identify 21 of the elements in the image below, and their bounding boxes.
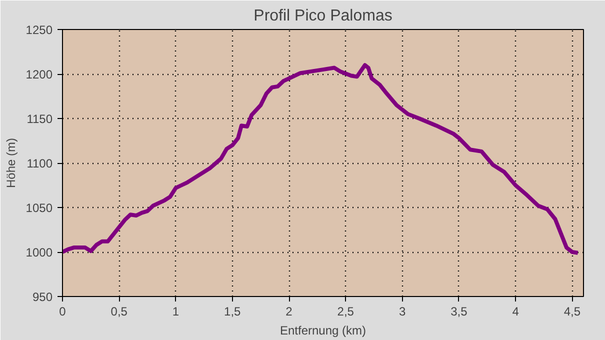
x-tick-label: 4,5 <box>564 304 581 318</box>
y-tick-label: 1100 <box>26 156 53 170</box>
y-tick-label: 1250 <box>26 23 53 37</box>
y-tick-label: 1150 <box>26 112 53 126</box>
x-tick-label: 2 <box>286 304 293 318</box>
x-tick-label: 2,5 <box>337 304 354 318</box>
y-tick-label: 1000 <box>26 246 53 260</box>
x-tick-label: 4 <box>512 304 520 318</box>
y-axis-title: Höhe (m) <box>4 138 18 188</box>
line-series <box>62 63 580 255</box>
y-tick-label: 950 <box>32 290 53 304</box>
y-tick-label: 1200 <box>26 68 53 82</box>
x-tick-label: 1 <box>172 304 180 318</box>
x-tick-label: 0 <box>59 304 66 318</box>
x-tick-label: 3,5 <box>450 304 468 318</box>
x-tick-label: 0,5 <box>110 304 128 318</box>
x-tick-label: 3 <box>398 304 406 318</box>
x-tick-label: 1,5 <box>224 304 242 318</box>
x-axis-title: Entfernung (km) <box>280 324 366 338</box>
chart-title: Profil Pico Palomas <box>254 8 392 24</box>
y-tick-label: 1050 <box>26 201 53 215</box>
